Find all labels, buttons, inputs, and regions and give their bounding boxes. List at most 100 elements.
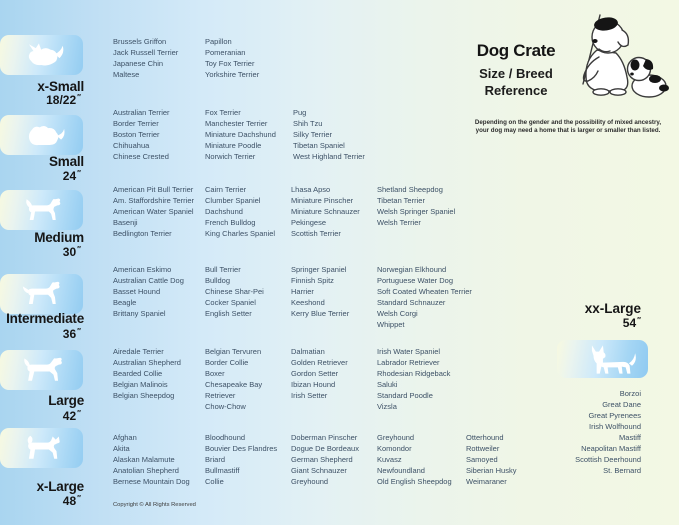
breed-name: Welsh Springer Spaniel xyxy=(377,207,456,216)
breed-name: American Pit Bull Terrier xyxy=(113,185,194,194)
inch-mark: ″ xyxy=(637,316,641,325)
size-label: Large xyxy=(48,393,84,408)
breed-column-x-large-4: Greyhound Komondor Kuvasz Newfoundland Old E… xyxy=(377,432,452,487)
breed-column-x-small-1: Brussels Griffon Jack Russell Terrier Japa… xyxy=(113,36,178,80)
breed-name: Kerry Blue Terrier xyxy=(291,309,350,318)
breed-column-intermediate-3: Springer Spaniel Finnish Spitz Harrier Kees… xyxy=(291,264,349,319)
subtitle-line-1: Size / Breed xyxy=(479,66,553,81)
breed-name: Beagle xyxy=(113,298,137,307)
breed-name: Siberian Husky xyxy=(466,466,517,475)
note-line-1: Depending on the gender and the possibil… xyxy=(474,119,662,126)
size-panel-small xyxy=(0,115,83,155)
breed-name: Springer Spaniel xyxy=(291,265,347,274)
breed-name: Boston Terrier xyxy=(113,130,160,139)
breed-name: Old English Sheepdog xyxy=(377,477,452,486)
breed-name: German Shepherd xyxy=(291,455,353,464)
breed-name: Newfoundland xyxy=(377,466,425,475)
breed-name: Borzoi xyxy=(619,389,641,398)
breed-name: Mastiff xyxy=(619,433,641,442)
size-dimension: 18/22″ xyxy=(0,93,81,108)
breed-name: Bloodhound xyxy=(205,433,246,442)
breed-name: Afghan xyxy=(113,433,137,442)
inch-mark: ″ xyxy=(77,245,81,254)
breed-name: Chihuahua xyxy=(113,141,150,150)
breed-name: Soft Coated Wheaten Terrier xyxy=(377,287,472,296)
teacher-dog-cartoon-illustration xyxy=(582,14,669,98)
breed-column-large-3: Dalmatian Golden Retriever Gordon Setter Ib… xyxy=(291,346,348,401)
x-large-dog-silhouette-icon xyxy=(27,435,60,459)
breed-name: Pomeranian xyxy=(205,48,246,57)
breed-name: Great Pyrenees xyxy=(588,411,641,420)
medium-dog-silhouette-icon xyxy=(26,198,61,220)
size-label: x-Small xyxy=(37,79,84,94)
breed-name: Miniature Dachshund xyxy=(205,130,276,139)
breed-name: Papillon xyxy=(205,37,232,46)
size-value: 54 xyxy=(622,316,637,330)
breed-name: Manchester Terrier xyxy=(205,119,268,128)
size-panel-intermediate xyxy=(0,274,83,314)
breed-name: Doberman Pinscher xyxy=(291,433,358,442)
breed-column-large-2: Belgian Tervuren Border Collie Boxer Chesap… xyxy=(205,346,262,412)
breed-column-large-1: Airedale Terrier Australian Shepherd Beard… xyxy=(113,346,181,401)
breed-name: Harrier xyxy=(291,287,314,296)
inch-mark: ″ xyxy=(77,327,81,336)
size-dimension: 48″ xyxy=(0,494,81,509)
breed-name: Komondor xyxy=(377,444,412,453)
breed-name: Shetland Sheepdog xyxy=(377,185,443,194)
size-value: 48 xyxy=(62,494,77,508)
size-label: Small xyxy=(48,154,84,169)
inch-mark: ″ xyxy=(77,169,81,178)
breed-name: Golden Retriever xyxy=(291,358,348,367)
breed-name: Yorkshire Terrier xyxy=(205,70,260,79)
breed-name: Dalmatian xyxy=(291,347,325,356)
breed-name: Brittany Spaniel xyxy=(113,309,166,318)
breed-name: Boxer xyxy=(205,369,225,378)
breed-name: Standard Poodle xyxy=(377,391,433,400)
breed-name: Weimaraner xyxy=(466,477,507,486)
breed-name: Tibetan Spaniel xyxy=(293,141,345,150)
inch-mark: ″ xyxy=(77,409,81,418)
breed-name: Welsh Corgi xyxy=(377,309,418,318)
breed-name: Pug xyxy=(293,108,307,117)
size-panel-medium xyxy=(0,190,83,230)
breed-column-x-large-5: Otterhound Rottweiler Samoyed Siberian Husk… xyxy=(466,432,516,487)
breed-name: Chesapeake Bay Retriever xyxy=(205,380,263,400)
breed-name: American Water Spaniel xyxy=(113,207,194,216)
breed-column-medium-2: Cairn Terrier Clumber Spaniel Dachshund Fre… xyxy=(205,184,275,239)
breed-name: Welsh Terrier xyxy=(377,218,421,227)
breed-name: Australian Terrier xyxy=(113,108,170,117)
disclaimer-note: Depending on the gender and the possibil… xyxy=(468,119,668,136)
size-dimension-xx-large: 54″ xyxy=(540,316,641,331)
breed-name: St. Bernard xyxy=(603,466,641,475)
size-value: 24 xyxy=(62,169,77,183)
breed-column-intermediate-1: American Eskimo Australian Cattle Dog Bass… xyxy=(113,264,184,319)
size-panel-x-large xyxy=(0,428,83,468)
breed-name: Kuvasz xyxy=(377,455,402,464)
breed-name: Bull Terrier xyxy=(205,265,241,274)
breed-name: Whippet xyxy=(377,320,405,329)
breed-name: Gordon Setter xyxy=(291,369,339,378)
breed-name: Miniature Schnauzer xyxy=(291,207,360,216)
breed-name: Border Terrier xyxy=(113,119,159,128)
small-dog-silhouette-icon xyxy=(28,125,65,146)
size-value: 18/22 xyxy=(46,93,77,107)
breed-name: Belgian Tervuren xyxy=(205,347,262,356)
breed-name: Dogue De Bordeaux xyxy=(291,444,359,453)
breed-column-medium-3: Lhasa Apso Miniature Pinscher Miniature Sc… xyxy=(291,184,360,239)
breed-name: Scottish Deerhound xyxy=(575,455,641,464)
breed-name: Fox Terrier xyxy=(205,108,241,117)
breed-name: Otterhound xyxy=(466,433,504,442)
breed-column-x-large-2: Bloodhound Bouvier Des Flandres Briard Bull… xyxy=(205,432,277,487)
breed-name: English Setter xyxy=(205,309,252,318)
breed-name: Bernese Mountain Dog xyxy=(113,477,190,486)
breed-name: Samoyed xyxy=(466,455,498,464)
breed-name: King Charles Spaniel xyxy=(205,229,276,238)
breed-name: Brussels Griffon xyxy=(113,37,167,46)
breed-name: Collie xyxy=(205,477,224,486)
great-dane-silhouette-icon xyxy=(591,345,636,374)
breed-name: Cairn Terrier xyxy=(205,185,247,194)
breed-column-x-large-3: Doberman Pinscher Dogue De Bordeaux German… xyxy=(291,432,359,487)
breed-name: French Bulldog xyxy=(205,218,256,227)
breed-name: Giant Schnauzer xyxy=(291,466,347,475)
